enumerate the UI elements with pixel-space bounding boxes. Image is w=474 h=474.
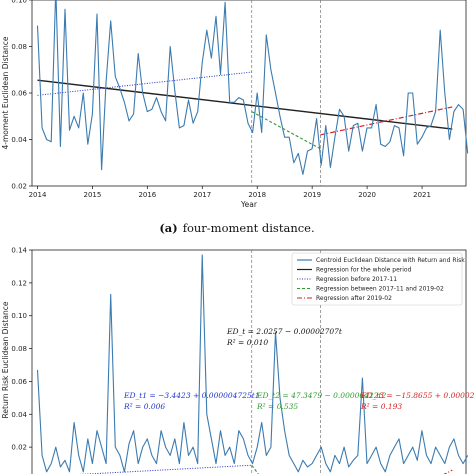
chart-b-regression-between: [251, 464, 259, 474]
legend-entry-before: Regression before 2017-11: [316, 276, 397, 283]
annotation-ed-between: ED_t2 = 47.3479 − 0.00006422t2: [256, 391, 386, 400]
chart-b-frame: [31, 249, 467, 474]
chart-b-series-line: [36, 254, 469, 473]
chart-b-ylabel: Return Risk Euclidean Distance: [1, 301, 10, 418]
chart-a-regression-before: [37, 71, 252, 96]
chart-a-ticks: 0.02 0.04 0.06 0.08 0.10 2014 2015 2016 2017 2018…: [11, 0, 431, 199]
chart-b-ticks: 0.02 0.04 0.06 0.08 0.10 0.12 0.14: [11, 247, 32, 452]
chart-b-ytick-label: 0.08: [11, 345, 27, 353]
chart-a-series: [36, 0, 469, 175]
chart-a-series-line: [36, 0, 469, 175]
annotation-r2-before: R² = 0.006: [123, 402, 165, 411]
chart-b-regressions: [78, 464, 453, 474]
chart-b-vlines: [251, 250, 321, 474]
chart-a-xlabel: Year: [240, 200, 258, 209]
chart-a-regression-after: [320, 106, 453, 136]
chart-b-ytick-label: 0.06: [11, 378, 27, 386]
chart-a-xtick-label: 2015: [84, 191, 102, 199]
legend-box: [291, 252, 463, 306]
chart-a-xtick-label: 2020: [358, 191, 376, 199]
chart-a-ytick-label: 0.06: [11, 90, 27, 98]
annotation-r2-after: R² = 0.193: [360, 402, 402, 411]
chart-a-ytick-label: 0.02: [11, 183, 27, 191]
legend-entry-after: Regression after 2019-02: [316, 295, 392, 302]
chart-b-legend: Centroid Euclidean Distance with Return …: [291, 252, 465, 306]
chart-b-regression-after: [443, 469, 453, 474]
chart-a-xtick-label: 2018: [248, 191, 266, 199]
chart-b-ytick-label: 0.10: [11, 312, 27, 320]
chart-a-xtick-label: 2021: [413, 191, 431, 199]
chart-a-xtick-label: 2016: [138, 191, 156, 199]
chart-b: 0.02 0.04 0.06 0.08 0.10 0.12 0.14 Return Risk…: [1, 247, 474, 474]
chart-b-ytick-label: 0.14: [11, 247, 27, 255]
annotation-r2-between: R² = 0.535: [256, 402, 298, 411]
chart-a-ytick-label: 0.04: [11, 136, 27, 144]
chart-a-regression-whole: [37, 79, 453, 130]
caption-a: (a) four-moment distance.: [159, 221, 314, 235]
annotation-ed-after: ED_t3 = −15.8655 + 0.00002155t3: [360, 391, 474, 400]
chart-a-regression-between: [251, 111, 321, 150]
chart-a-xtick-label: 2014: [29, 191, 47, 199]
legend-entry-between: Regression between 2017-11 and 2019-02: [316, 286, 444, 293]
caption-a-text: four-moment distance.: [183, 221, 315, 235]
chart-b-ytick-label: 0.12: [11, 279, 27, 287]
chart-a-vlines: [251, 0, 321, 186]
chart-b-ytick-label: 0.02: [11, 444, 27, 452]
chart-a-ylabel: 4-moment Euclidean Distance: [1, 36, 10, 149]
chart-a-regressions: [37, 71, 453, 150]
legend-entry-series: Centroid Euclidean Distance with Return …: [316, 257, 465, 264]
caption-a-label: (a): [159, 221, 177, 235]
annotation-ed-whole: ED_t = 2.0257 − 0.00002707t: [226, 327, 343, 336]
chart-a-xtick-label: 2019: [303, 191, 321, 199]
annotation-r2-whole: R² = 0.010: [226, 338, 268, 347]
legend-entry-whole: Regression for the whole period: [316, 267, 412, 274]
chart-a-ytick-label: 0.10: [11, 0, 27, 5]
chart-b-series: [36, 254, 469, 473]
chart-a: 0.02 0.04 0.06 0.08 0.10 2014 2015 2016 2017 2018…: [1, 0, 469, 209]
chart-b-ytick-label: 0.04: [11, 411, 27, 419]
annotation-ed-before: ED_t1 = −3.4423 + 0.000004725t1: [123, 391, 260, 400]
chart-a-xtick-label: 2017: [193, 191, 211, 199]
chart-a-ytick-label: 0.08: [11, 43, 27, 51]
